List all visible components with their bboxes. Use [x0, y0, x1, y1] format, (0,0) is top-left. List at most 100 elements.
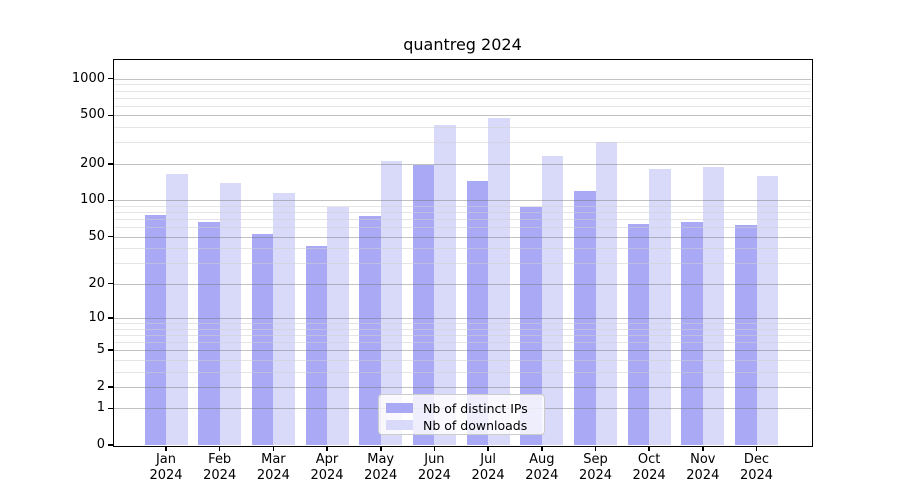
- legend: Nb of distinct IPs Nb of downloads: [378, 394, 545, 435]
- bar-distinct-ips-aug: [520, 207, 542, 445]
- x-tick-mark-aug: [541, 446, 543, 451]
- y-tick-mark-5: [108, 349, 113, 351]
- y-tick-label-50: 50: [88, 228, 105, 244]
- x-label-year: 2024: [310, 467, 344, 483]
- x-label-year: 2024: [417, 467, 451, 483]
- bar-downloads-oct: [649, 169, 671, 445]
- bar-downloads-mar: [273, 192, 295, 445]
- legend-swatch-distinct-ips: [386, 403, 413, 413]
- x-label-month: Jan: [155, 452, 177, 467]
- x-tick-mark-may: [380, 446, 382, 451]
- bar-distinct-ips-dec: [735, 225, 757, 445]
- x-tick-label-may: May 2024: [349, 452, 413, 483]
- x-tick-label-feb: Feb 2024: [188, 452, 252, 483]
- x-tick-label-apr: Apr 2024: [295, 452, 359, 483]
- x-tick-mark-dec: [755, 446, 758, 451]
- x-label-month: Mar: [261, 452, 286, 467]
- x-tick-mark-oct: [648, 446, 650, 451]
- x-tick-label-sep: Sep 2024: [564, 452, 628, 483]
- x-label-year: 2024: [256, 467, 290, 483]
- legend-item-distinct-ips: Nb of distinct IPs: [386, 400, 536, 416]
- y-tick-mark-1000: [108, 77, 113, 80]
- x-label-year: 2024: [739, 467, 774, 483]
- x-tick-mark-feb: [218, 446, 221, 451]
- bar-distinct-ips-jan: [144, 215, 166, 445]
- y-tick-label-200: 200: [80, 155, 105, 171]
- x-tick-label-jan: Jan 2024: [134, 452, 198, 483]
- y-tick-label-1000: 1000: [71, 70, 105, 86]
- x-tick-label-jun: Jun 2024: [402, 452, 466, 483]
- x-tick-label-aug: Aug 2024: [510, 452, 574, 483]
- x-tick-mark-apr: [326, 446, 328, 451]
- x-label-year: 2024: [149, 467, 183, 483]
- bar-distinct-ips-jun: [412, 165, 435, 445]
- bar-distinct-ips-oct: [627, 223, 650, 445]
- x-label-year: 2024: [686, 467, 720, 483]
- x-label-year: 2024: [632, 467, 666, 483]
- chart-title: quantreg 2024: [403, 35, 522, 54]
- x-label-month: Sep: [583, 452, 608, 467]
- x-label-month: Jun: [424, 452, 445, 467]
- x-label-year: 2024: [203, 467, 237, 483]
- y-tick-mark-0: [108, 444, 113, 446]
- bar-distinct-ips-sep: [574, 190, 596, 445]
- y-tick-label-20: 20: [88, 275, 105, 291]
- bar-downloads-may: [380, 160, 403, 445]
- bar-distinct-ips-jul: [466, 180, 489, 445]
- legend-label-downloads: Nb of downloads: [423, 417, 528, 433]
- bar-distinct-ips-may: [359, 216, 381, 445]
- x-tick-mark-mar: [272, 446, 275, 451]
- x-label-month: Dec: [743, 452, 770, 467]
- x-tick-label-nov: Nov 2024: [671, 452, 735, 483]
- y-tick-mark-1: [108, 407, 113, 409]
- bar-downloads-jan: [166, 173, 188, 445]
- x-label-year: 2024: [525, 467, 559, 483]
- y-tick-mark-10: [108, 317, 113, 319]
- y-tick-label-500: 500: [80, 107, 105, 123]
- legend-item-downloads: Nb of downloads: [386, 417, 536, 433]
- bar-distinct-ips-apr: [305, 245, 328, 445]
- x-tick-label-mar: Mar 2024: [241, 452, 305, 483]
- x-label-month: Feb: [208, 452, 232, 467]
- x-label-month: Aug: [529, 452, 555, 467]
- bars-layer: [114, 60, 811, 445]
- bar-distinct-ips-nov: [681, 222, 703, 445]
- legend-swatch-downloads: [386, 420, 413, 430]
- y-tick-mark-100: [108, 199, 113, 201]
- y-tick-label-100: 100: [80, 192, 105, 208]
- x-tick-mark-sep: [594, 446, 597, 451]
- y-tick-label-2: 2: [96, 378, 105, 394]
- bar-downloads-apr: [327, 207, 349, 445]
- plot-frame: [112, 58, 813, 447]
- y-tick-label-1: 1: [96, 400, 105, 416]
- x-tick-mark-nov: [702, 446, 704, 451]
- x-tick-label-oct: Oct 2024: [617, 452, 681, 483]
- bar-downloads-feb: [219, 183, 242, 445]
- legend-label-distinct-ips: Nb of distinct IPs: [423, 400, 528, 416]
- x-tick-mark-jul: [487, 446, 489, 451]
- plot-area: [114, 60, 811, 445]
- x-tick-mark-jun: [433, 446, 436, 451]
- x-tick-label-dec: Dec 2024: [725, 452, 789, 483]
- y-tick-mark-20: [108, 282, 113, 285]
- y-tick-mark-200: [108, 163, 113, 165]
- bar-downloads-jul: [488, 117, 510, 445]
- x-tick-label-jul: Jul 2024: [456, 452, 520, 483]
- bar-distinct-ips-mar: [251, 233, 274, 445]
- bar-downloads-dec: [756, 176, 778, 445]
- x-label-month: Apr: [315, 452, 339, 467]
- y-tick-label-5: 5: [96, 342, 105, 357]
- bar-downloads-aug: [541, 156, 564, 445]
- y-tick-mark-50: [108, 235, 113, 238]
- x-label-month: Jul: [480, 452, 496, 467]
- bar-downloads-jun: [434, 124, 456, 445]
- bar-distinct-ips-feb: [198, 222, 220, 445]
- y-tick-mark-500: [108, 114, 113, 117]
- x-label-year: 2024: [471, 467, 505, 483]
- x-label-month: Oct: [637, 452, 661, 467]
- x-label-month: May: [367, 452, 395, 467]
- bar-downloads-sep: [595, 142, 617, 445]
- y-tick-mark-2: [108, 386, 113, 388]
- x-label-year: 2024: [578, 467, 613, 483]
